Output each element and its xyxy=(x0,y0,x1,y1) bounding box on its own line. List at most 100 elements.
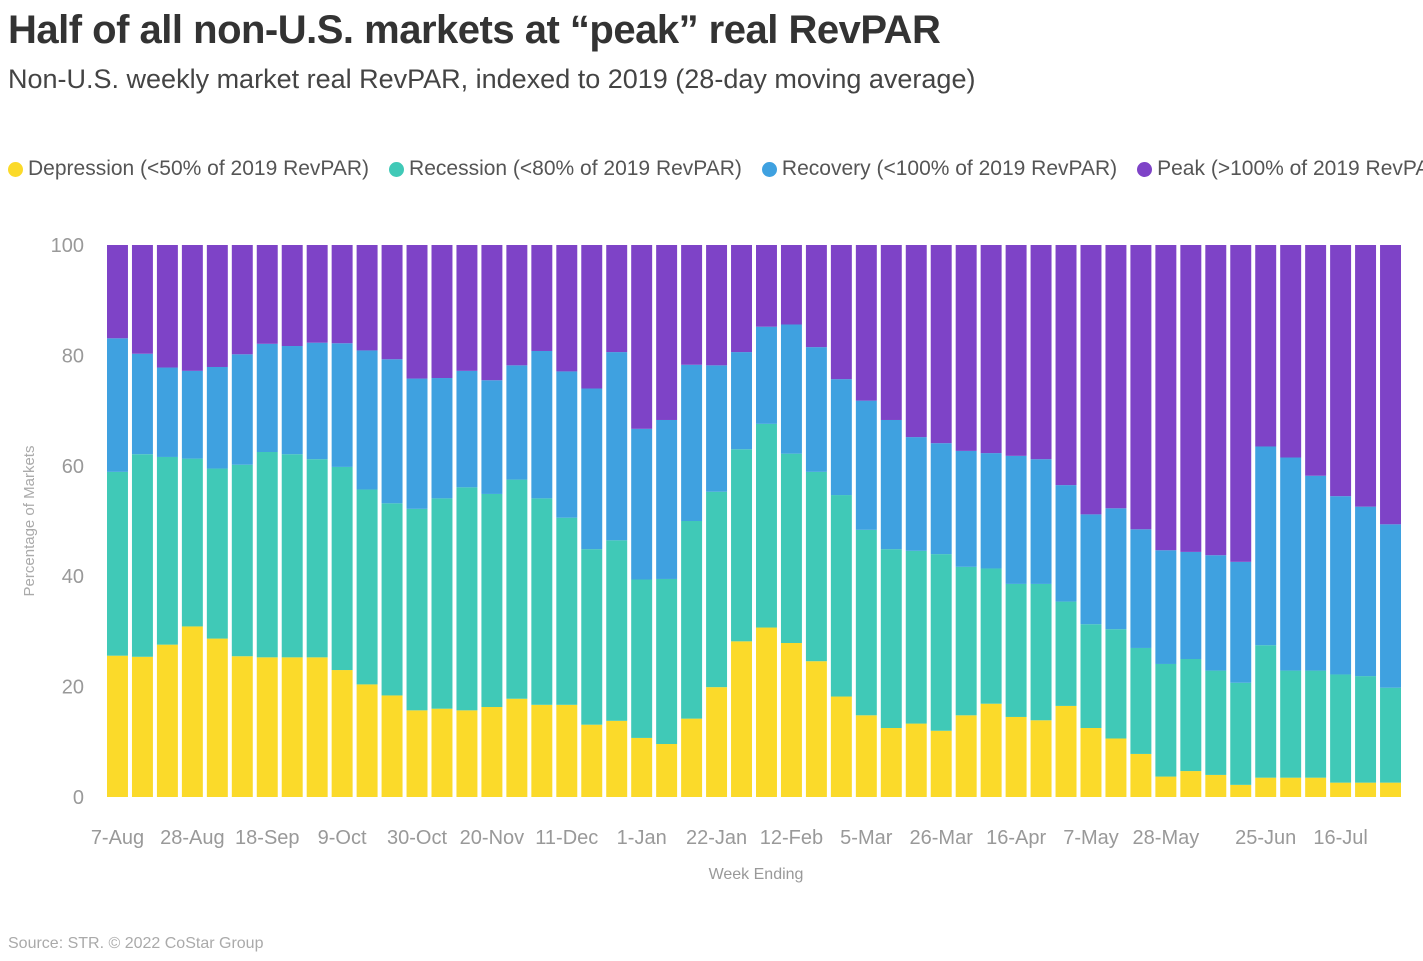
bar-segment-0-35 xyxy=(980,703,1002,797)
bar-segment-3-24 xyxy=(706,245,728,366)
bar-segment-2-3 xyxy=(181,370,203,459)
bar-segment-3-20 xyxy=(606,245,628,353)
bar-segment-3-41 xyxy=(1130,245,1152,530)
bar-segment-1-4 xyxy=(206,468,228,639)
bar-segment-2-28 xyxy=(805,347,827,472)
bar-segment-0-24 xyxy=(706,687,728,797)
bar-segment-3-16 xyxy=(506,245,528,366)
bar-segment-2-9 xyxy=(331,343,353,467)
bar-segment-3-29 xyxy=(830,245,852,380)
bar-segment-1-25 xyxy=(731,449,752,642)
bar-segment-2-44 xyxy=(1205,555,1227,671)
bar-segment-3-26 xyxy=(756,245,777,327)
bar-segment-0-47 xyxy=(1280,777,1302,797)
bar-segment-3-17 xyxy=(531,245,553,351)
legend-label-recession: Recession (<80% of 2019 RevPAR) xyxy=(409,157,742,180)
bar-segment-1-8 xyxy=(306,459,328,658)
bar-segment-1-28 xyxy=(805,471,827,662)
bar-segment-0-39 xyxy=(1080,728,1102,797)
bar-segment-1-37 xyxy=(1030,583,1052,721)
bar-segment-2-48 xyxy=(1305,475,1327,671)
bar-segment-1-32 xyxy=(905,550,927,724)
bar-segment-2-27 xyxy=(780,324,802,454)
bar-segment-1-50 xyxy=(1355,676,1377,783)
bar-segment-0-33 xyxy=(930,730,952,797)
bar-segment-1-51 xyxy=(1380,687,1401,783)
bar-segment-0-31 xyxy=(880,728,902,797)
x-tick-label-0: 7-Aug xyxy=(91,827,144,849)
bar-segment-3-8 xyxy=(306,245,328,343)
bar-segment-3-2 xyxy=(156,245,178,368)
bar-segment-2-32 xyxy=(905,437,927,551)
bar-segment-1-34 xyxy=(955,566,977,716)
bar-segment-0-6 xyxy=(256,657,278,797)
bar-segment-0-44 xyxy=(1205,774,1227,797)
x-tick-label-15: 25-Jun xyxy=(1235,827,1296,849)
bar-segment-2-22 xyxy=(656,419,678,579)
bar-segment-2-39 xyxy=(1080,514,1102,625)
bar-segment-1-47 xyxy=(1280,670,1302,778)
bar-segment-1-15 xyxy=(481,493,503,708)
bar-segment-2-24 xyxy=(706,365,728,492)
chart-subtitle: Non-U.S. weekly market real RevPAR, inde… xyxy=(8,64,976,94)
bar-segment-0-27 xyxy=(780,642,802,797)
bar-segment-0-21 xyxy=(631,737,653,797)
bar-segment-2-25 xyxy=(731,352,752,450)
bar-segment-2-31 xyxy=(880,419,902,550)
bar-segment-3-43 xyxy=(1180,245,1202,552)
bar-segment-2-0 xyxy=(107,338,128,472)
bar-segment-3-36 xyxy=(1005,245,1027,456)
bar-segment-0-46 xyxy=(1255,777,1277,797)
legend-swatch-recession xyxy=(389,161,405,177)
bar-segment-2-36 xyxy=(1005,455,1027,584)
bar-segment-0-20 xyxy=(606,720,628,797)
bar-segment-1-12 xyxy=(406,508,428,711)
chart-title: Half of all non-U.S. markets at “peak” r… xyxy=(8,8,941,52)
bar-segment-3-28 xyxy=(805,245,827,348)
x-tick-label-10: 5-Mar xyxy=(840,827,893,849)
bar-segment-1-49 xyxy=(1330,674,1352,783)
bar-segment-1-13 xyxy=(431,498,453,709)
bar-segment-3-11 xyxy=(381,245,403,360)
bar-segment-1-2 xyxy=(156,456,178,645)
bar-segment-3-45 xyxy=(1230,245,1252,562)
bar-segment-0-41 xyxy=(1130,753,1152,797)
bar-segment-0-17 xyxy=(531,704,553,797)
bar-segment-0-16 xyxy=(506,698,528,797)
bar-segment-0-4 xyxy=(206,638,228,797)
bar-segment-0-32 xyxy=(905,723,927,797)
x-tick-label-11: 26-Mar xyxy=(910,827,974,849)
x-tick-label-14: 28-May xyxy=(1133,827,1200,849)
bar-segment-3-13 xyxy=(431,245,453,379)
bar-segment-3-22 xyxy=(656,245,678,420)
bar-segment-3-51 xyxy=(1380,245,1401,525)
bar-segment-2-2 xyxy=(156,367,178,457)
x-tick-label-4: 30-Oct xyxy=(387,827,447,849)
bar-segment-3-23 xyxy=(681,245,703,365)
bar-segment-3-6 xyxy=(256,245,278,344)
bar-segment-1-41 xyxy=(1130,647,1152,754)
bar-segment-0-5 xyxy=(231,656,253,797)
bar-segment-1-45 xyxy=(1230,682,1252,785)
bar-segment-2-50 xyxy=(1355,506,1377,677)
bar-segment-3-38 xyxy=(1055,245,1077,486)
bar-segment-3-1 xyxy=(131,245,153,354)
bar-segment-2-23 xyxy=(681,364,703,521)
bar-segment-1-29 xyxy=(830,495,852,697)
y-tick-label-3: 60 xyxy=(62,456,84,478)
legend-item-peak: Peak (>100% of 2019 RevPAR) xyxy=(1137,157,1423,181)
bar-segment-2-8 xyxy=(306,342,328,460)
bar-segment-3-42 xyxy=(1155,245,1177,551)
bar-segment-2-21 xyxy=(631,428,653,580)
bar-segment-1-26 xyxy=(756,423,777,628)
x-tick-label-2: 18-Sep xyxy=(235,827,300,849)
bar-segment-0-13 xyxy=(431,708,453,797)
y-tick-label-1: 20 xyxy=(62,677,84,699)
bar-segment-0-40 xyxy=(1105,738,1127,797)
bar-segment-3-35 xyxy=(980,245,1002,454)
legend-label-peak: Peak (>100% of 2019 RevPAR) xyxy=(1157,157,1423,180)
bar-segment-2-34 xyxy=(955,450,977,567)
y-tick-label-4: 80 xyxy=(62,345,84,367)
bar-segment-3-44 xyxy=(1205,245,1227,556)
bar-segment-1-38 xyxy=(1055,601,1077,706)
